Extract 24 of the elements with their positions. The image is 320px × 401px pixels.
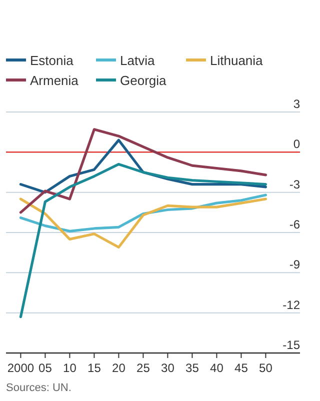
source-note: Sources: UN.: [6, 382, 72, 394]
y-tick-label: -15: [282, 338, 300, 352]
y-tick-label: -12: [282, 298, 300, 312]
y-tick-label: -9: [289, 258, 300, 272]
x-tick-label: 30: [161, 361, 175, 375]
legend-label: Latvia: [120, 53, 156, 68]
x-tick-label: 25: [136, 361, 150, 375]
legend-label: Estonia: [30, 53, 74, 68]
y-tick-label: 3: [293, 97, 300, 111]
y-tick-label: 0: [293, 137, 300, 152]
legend-label: Lithuania: [210, 53, 264, 68]
legend-label: Armenia: [30, 73, 80, 88]
y-tick-label: -3: [289, 177, 300, 192]
x-tick-label: 15: [88, 361, 102, 375]
x-tick-label: 2000: [7, 361, 34, 375]
x-tick-label: 45: [234, 361, 248, 375]
x-tick-label: 05: [38, 361, 52, 375]
legend-label: Georgia: [120, 73, 168, 88]
x-tick-label: 50: [259, 361, 273, 375]
x-tick-label: 10: [63, 361, 77, 375]
y-tick-label: -6: [289, 218, 300, 232]
x-tick-label: 40: [210, 361, 224, 375]
x-tick-label: 35: [186, 361, 200, 375]
x-tick-label: 20: [112, 361, 126, 375]
